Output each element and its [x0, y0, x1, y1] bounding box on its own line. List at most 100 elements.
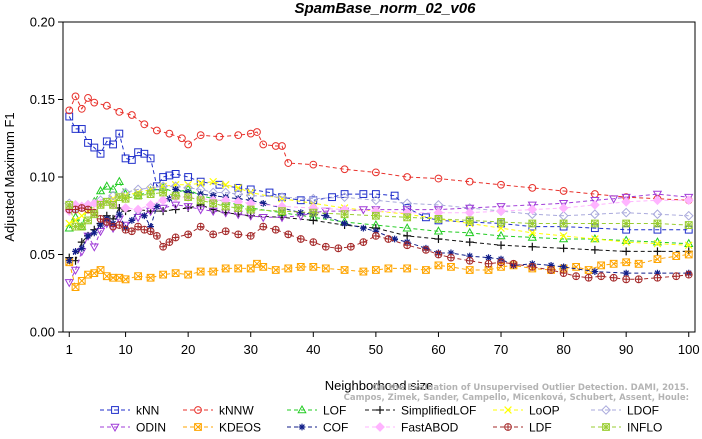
- data-point-ldf: [165, 238, 174, 246]
- data-point-knnw: [215, 132, 224, 141]
- data-point-kdeos: [102, 272, 111, 281]
- data-point-kdeos: [296, 263, 305, 271]
- data-point-kdeos: [403, 264, 412, 273]
- data-point-fastabod: [527, 204, 538, 215]
- data-point-knnw: [271, 142, 280, 150]
- legend-item-loop: LoOP: [493, 404, 560, 418]
- data-point-ldof: [402, 198, 413, 209]
- data-point-knn: [121, 154, 130, 163]
- data-point-knnw: [284, 159, 293, 167]
- x-tick-label: 50: [369, 342, 383, 357]
- data-point-inflo: [528, 219, 537, 228]
- data-point-inflo: [653, 219, 662, 228]
- data-point-lof: [402, 223, 412, 232]
- data-point-inflo: [278, 207, 286, 215]
- data-point-fastabod: [621, 196, 632, 207]
- data-point-cof: [72, 248, 79, 255]
- data-point-knn: [146, 154, 155, 163]
- data-point-fastabod: [120, 203, 131, 213]
- data-point-inflo: [121, 194, 130, 203]
- y-axis-label: Adjusted Maximum F1: [2, 112, 17, 241]
- data-point-ldf: [196, 222, 205, 231]
- data-point-knnw: [177, 134, 186, 143]
- data-point-simplifiedlof: [309, 216, 318, 225]
- data-point-loop: [591, 235, 599, 243]
- data-point-ldf: [346, 242, 355, 251]
- series-ldf: [65, 204, 693, 284]
- data-point-lof: [108, 184, 118, 193]
- y-tick-label: 0.00: [30, 325, 55, 340]
- data-point-kdeos: [234, 264, 243, 273]
- x-tick-label: 1: [66, 342, 73, 357]
- data-point-odin: [158, 204, 168, 214]
- data-point-kdeos: [146, 273, 155, 282]
- data-point-inflo: [84, 216, 92, 225]
- legend-marker: [110, 423, 120, 433]
- data-point-odin: [258, 214, 268, 223]
- data-point-ldf: [359, 238, 368, 246]
- data-point-ldof: [652, 209, 663, 220]
- data-point-cof: [153, 203, 161, 210]
- data-point-inflo: [146, 190, 155, 198]
- data-point-inflo: [90, 210, 99, 219]
- data-point-ldf: [672, 272, 681, 281]
- data-point-kdeos: [271, 266, 280, 274]
- legend-label: SimplifiedLOF: [401, 404, 476, 418]
- data-point-knnw: [65, 106, 74, 115]
- data-point-ldof: [589, 209, 600, 220]
- data-point-inflo: [371, 211, 380, 220]
- data-point-kdeos: [653, 255, 662, 264]
- axes: 1 10 20 30 40 50 60 70 80 90 100 0.00 0.05 0.10 0.15 0.…: [30, 15, 700, 358]
- data-point-knnw: [140, 120, 149, 129]
- data-point-inflo: [221, 202, 230, 211]
- data-point-kdeos: [434, 261, 443, 270]
- data-point-knn: [127, 156, 136, 164]
- data-point-knn: [165, 171, 174, 180]
- data-point-kdeos: [77, 276, 86, 285]
- data-point-knnw: [434, 174, 443, 183]
- data-point-ldf: [422, 246, 430, 254]
- legend-marker: [298, 423, 306, 431]
- data-point-knnw: [115, 108, 124, 116]
- x-tick-label: 40: [306, 342, 320, 357]
- data-point-cof: [359, 224, 367, 232]
- data-point-kdeos: [447, 263, 455, 271]
- plot-area: [64, 92, 694, 291]
- data-point-kdeos: [284, 264, 293, 273]
- data-point-ldf: [559, 269, 568, 277]
- data-point-inflo: [159, 188, 168, 197]
- data-point-kdeos: [422, 266, 430, 274]
- y-tick-label: 0.15: [30, 92, 55, 107]
- data-point-lof: [527, 232, 537, 241]
- data-point-kdeos: [184, 270, 193, 279]
- data-point-cof: [622, 269, 630, 277]
- legend-marker: [194, 423, 202, 431]
- data-point-kdeos: [384, 264, 393, 273]
- data-point-ldf: [171, 233, 180, 242]
- x-tick-label: 90: [619, 342, 633, 357]
- data-point-odin: [64, 279, 74, 288]
- data-point-simplifiedlof: [434, 235, 443, 243]
- data-point-knnw: [340, 165, 349, 174]
- data-point-knnw: [253, 128, 261, 136]
- data-point-ldf: [497, 258, 505, 267]
- data-point-ldf: [140, 225, 149, 234]
- legend-label: KDEOS: [219, 421, 261, 435]
- data-point-ldof: [339, 192, 350, 203]
- data-point-knnw: [559, 187, 568, 195]
- data-point-ldf: [102, 218, 111, 226]
- data-point-kdeos: [115, 273, 124, 282]
- data-point-cof: [466, 252, 474, 260]
- data-point-ldf: [653, 273, 662, 282]
- legend-marker: [375, 422, 385, 432]
- data-point-knn: [134, 148, 142, 157]
- data-point-odin: [558, 200, 569, 209]
- legend: kNN kNNW LOF SimplifiedLOF LoOP LDOF ODIN KDEOS…: [100, 404, 662, 435]
- data-point-knn: [84, 139, 92, 147]
- data-point-ldf: [309, 238, 318, 246]
- data-point-inflo: [109, 201, 117, 209]
- data-point-knnw: [127, 111, 136, 119]
- data-point-inflo: [209, 199, 218, 208]
